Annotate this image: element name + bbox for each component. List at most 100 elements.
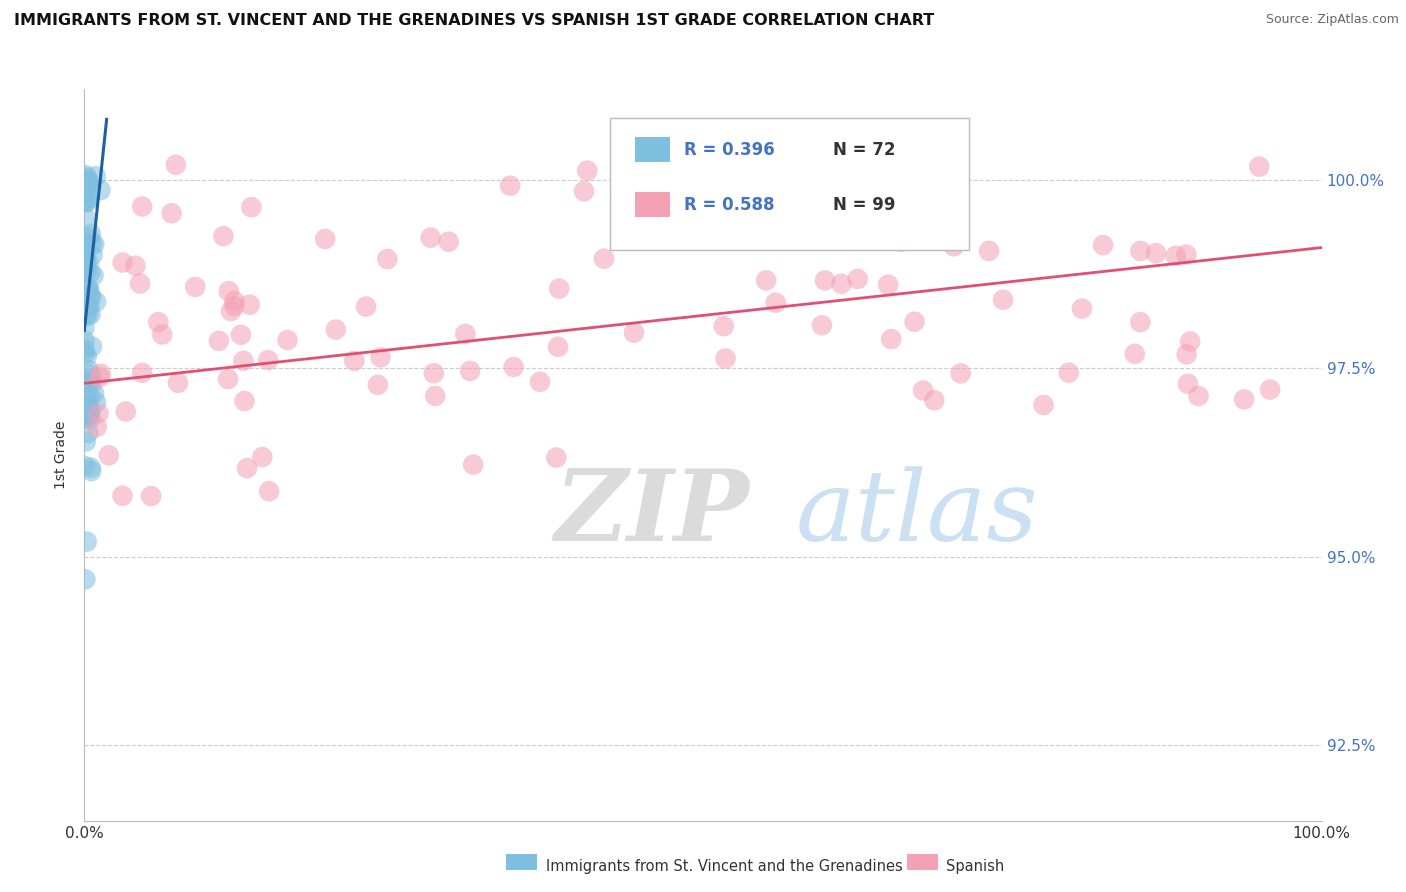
Point [765,295,787,310]
Point [82,248,104,262]
Point [1129,244,1152,258]
Point [1057,366,1080,380]
Point [1177,376,1199,391]
Point [84,395,107,409]
Point [76,265,98,279]
Point [367,377,389,392]
Point [75,289,97,303]
Point [713,319,735,334]
Point [75,194,97,209]
Point [77,363,100,377]
Point [79,374,101,388]
Point [949,367,972,381]
Point [80,464,103,478]
Point [77,187,100,202]
Text: N = 72: N = 72 [832,141,896,159]
Point [880,332,903,346]
Point [1123,347,1146,361]
Point [233,394,256,409]
Point [208,334,231,348]
Point [80,291,103,305]
Point [76,282,98,296]
Point [1187,389,1209,403]
Point [73,343,96,357]
Point [75,253,97,268]
Point [912,384,935,398]
Point [76,232,98,246]
Point [458,364,481,378]
Point [714,351,737,366]
Point [75,257,97,271]
Point [77,282,100,296]
Point [73,320,96,334]
Point [1233,392,1256,407]
Point [76,397,98,411]
Point [547,340,569,354]
Point [236,461,259,475]
Point [80,340,103,354]
Point [75,211,97,226]
Point [1092,238,1115,252]
Point [377,252,399,266]
Point [73,346,96,360]
Point [75,308,97,322]
Text: N = 99: N = 99 [832,195,896,214]
Point [1180,334,1202,349]
Point [97,448,120,462]
Point [73,239,96,253]
Point [76,172,98,186]
Point [903,315,925,329]
Point [129,277,152,291]
Point [111,255,134,269]
Point [160,206,183,220]
Point [73,334,96,348]
Point [77,177,100,191]
Point [77,256,100,270]
Point [79,308,101,322]
Text: R = 0.588: R = 0.588 [685,195,775,214]
Point [86,420,108,434]
Point [83,237,105,252]
Point [218,284,240,298]
Point [80,377,103,392]
Point [80,368,103,383]
Point [1175,347,1198,361]
Point [877,277,900,292]
Text: atlas: atlas [796,466,1039,561]
Point [463,458,485,472]
Point [77,297,100,311]
Point [139,489,162,503]
Text: Immigrants from St. Vincent and the Grenadines: Immigrants from St. Vincent and the Gren… [546,859,903,873]
Point [80,227,103,241]
Point [184,280,207,294]
Point [224,299,246,313]
Point [257,484,280,499]
Text: Source: ZipAtlas.com: Source: ZipAtlas.com [1265,13,1399,27]
Point [131,200,153,214]
Point [76,170,98,185]
Point [80,288,103,302]
Point [73,236,96,251]
Point [76,534,98,549]
Point [79,389,101,403]
Bar [636,136,669,162]
Y-axis label: 1st Grade: 1st Grade [55,421,69,489]
Point [1129,315,1152,329]
Point [76,309,98,323]
Point [827,220,849,235]
Point [1070,301,1092,316]
Point [370,351,392,365]
Point [354,300,377,314]
Point [1032,398,1054,412]
Point [257,353,280,368]
Point [419,230,441,244]
Point [212,229,235,244]
Point [890,235,912,249]
Point [148,315,170,329]
Point [77,175,100,189]
Point [80,460,103,475]
Point [80,235,103,250]
Point [423,366,446,380]
Point [77,282,100,296]
Point [814,273,837,287]
